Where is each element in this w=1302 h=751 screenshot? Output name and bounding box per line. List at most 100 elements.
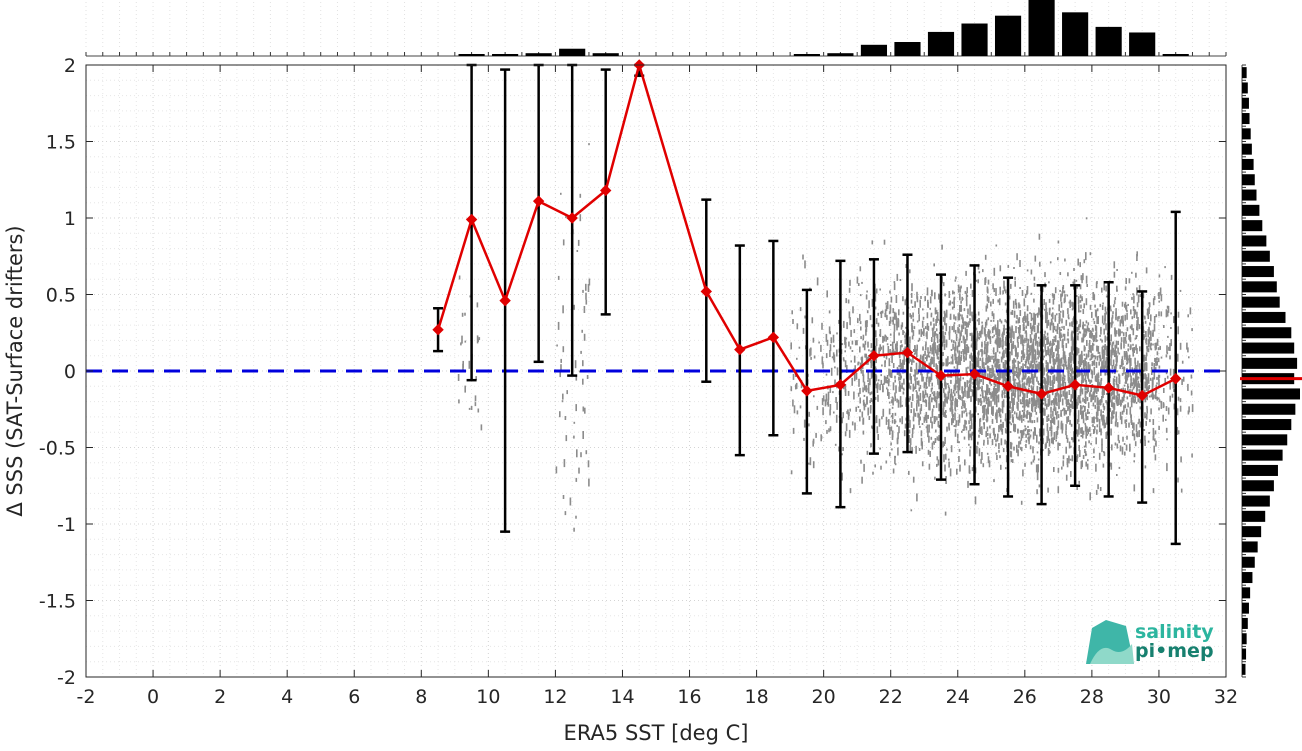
scatter-point — [1052, 437, 1054, 445]
scatter-point — [1115, 411, 1118, 414]
scatter-point — [1024, 399, 1026, 408]
scatter-point — [919, 416, 921, 421]
scatter-point — [1144, 396, 1147, 403]
scatter-point — [1022, 346, 1024, 353]
scatter-point — [1118, 399, 1120, 405]
scatter-point — [1181, 360, 1184, 364]
x-tick-label: 24 — [946, 686, 970, 708]
scatter-point — [1030, 412, 1033, 417]
scatter-point — [996, 376, 999, 380]
scatter-point — [1031, 364, 1033, 371]
scatter-point — [901, 385, 903, 389]
scatter-point — [865, 385, 868, 393]
scatter-point — [951, 339, 953, 343]
mean-marker — [1136, 389, 1148, 402]
scatter-point — [938, 364, 941, 373]
scatter-point — [464, 385, 466, 393]
scatter-point — [910, 376, 912, 384]
scatter-point — [1110, 334, 1112, 342]
scatter-point — [1079, 389, 1082, 396]
scatter-point — [1080, 275, 1083, 281]
scatter-point — [1030, 360, 1032, 365]
scatter-point — [912, 383, 915, 392]
scatter-point — [1072, 353, 1075, 361]
scatter-point — [1062, 333, 1065, 337]
scatter-point — [935, 328, 938, 332]
scatter-point — [1029, 412, 1031, 420]
scatter-point — [963, 356, 965, 362]
scatter-point — [933, 339, 936, 344]
scatter-point — [936, 392, 938, 400]
scatter-point — [1080, 372, 1082, 376]
scatter-point — [844, 431, 847, 437]
scatter-point — [1057, 486, 1060, 494]
mean-marker — [868, 349, 880, 362]
scatter-point — [877, 312, 879, 316]
scatter-point — [1037, 464, 1039, 473]
scatter-point — [1155, 358, 1157, 363]
scatter-point — [862, 430, 865, 435]
scatter-point — [965, 351, 967, 360]
scatter-point — [868, 349, 870, 352]
scatter-point — [1116, 474, 1118, 476]
scatter-point — [803, 437, 805, 441]
scatter-point — [826, 339, 829, 346]
scatter-point — [1017, 429, 1019, 432]
scatter-point — [871, 298, 874, 307]
scatter-point — [879, 334, 881, 336]
scatter-point — [1011, 392, 1013, 401]
scatter-point — [1169, 395, 1171, 402]
scatter-point — [1158, 311, 1160, 317]
scatter-point — [901, 416, 903, 425]
scatter-point — [908, 435, 911, 443]
scatter-point — [1093, 294, 1096, 301]
scatter-point — [1091, 311, 1093, 318]
scatter-point — [1143, 363, 1146, 372]
scatter-point — [1062, 310, 1065, 318]
scatter-point — [919, 392, 922, 401]
scatter-point — [1124, 381, 1127, 384]
scatter-point — [1083, 399, 1086, 403]
scatter-cloud — [457, 143, 1194, 532]
scatter-point — [1013, 423, 1015, 432]
scatter-point — [1062, 390, 1064, 397]
scatter-point — [926, 370, 929, 379]
scatter-point — [1166, 345, 1168, 354]
scatter-point — [1134, 377, 1137, 384]
scatter-point — [992, 370, 995, 377]
scatter-point — [902, 387, 905, 390]
y-tick-label: -2 — [57, 667, 76, 689]
scatter-point — [983, 439, 985, 443]
scatter-point — [1111, 365, 1114, 369]
scatter-point — [809, 287, 811, 290]
scatter-point — [949, 300, 951, 306]
scatter-point — [1042, 370, 1044, 379]
mean-marker — [1069, 379, 1081, 391]
scatter-point — [1114, 344, 1116, 353]
scatter-point — [903, 430, 906, 437]
scatter-point — [1111, 396, 1114, 400]
scatter-point — [937, 356, 940, 360]
scatter-point — [1148, 343, 1150, 348]
scatter-point — [947, 391, 950, 400]
scatter-point — [1014, 280, 1016, 287]
scatter-point — [1021, 339, 1024, 346]
scatter-point — [1016, 382, 1018, 385]
scatter-point — [1049, 386, 1051, 391]
scatter-point — [1131, 367, 1133, 371]
scatter-point — [994, 363, 996, 368]
scatter-point — [1111, 349, 1113, 353]
scatter-point — [1169, 382, 1171, 390]
scatter-point — [930, 436, 933, 440]
scatter-point — [1147, 440, 1150, 443]
scatter-point — [981, 348, 983, 357]
scatter-point — [935, 429, 937, 433]
scatter-point — [1032, 446, 1034, 454]
scatter-point — [1094, 395, 1096, 403]
scatter-point — [918, 365, 921, 372]
scatter-point — [984, 278, 986, 285]
scatter-point — [575, 477, 578, 482]
scatter-point — [1024, 338, 1026, 341]
scatter-point — [1165, 406, 1168, 411]
scatter-point — [1119, 364, 1121, 369]
